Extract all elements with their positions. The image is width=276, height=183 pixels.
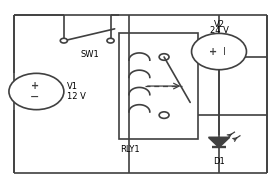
Text: V2: V2: [214, 20, 224, 29]
Text: D1: D1: [213, 157, 225, 166]
Text: V1
12 V: V1 12 V: [67, 82, 86, 101]
Circle shape: [107, 38, 114, 43]
Text: +: +: [209, 46, 217, 57]
Text: −: −: [30, 92, 40, 102]
Polygon shape: [209, 137, 229, 147]
Text: 24 V: 24 V: [209, 26, 229, 35]
Bar: [119, 33, 198, 139]
Circle shape: [159, 54, 169, 60]
Text: RLY1: RLY1: [120, 145, 140, 154]
Text: I: I: [223, 46, 226, 57]
Circle shape: [9, 73, 64, 110]
Text: +: +: [31, 81, 39, 91]
Circle shape: [159, 112, 169, 118]
Circle shape: [60, 38, 67, 43]
Circle shape: [192, 33, 246, 70]
Text: SW1: SW1: [81, 50, 99, 59]
